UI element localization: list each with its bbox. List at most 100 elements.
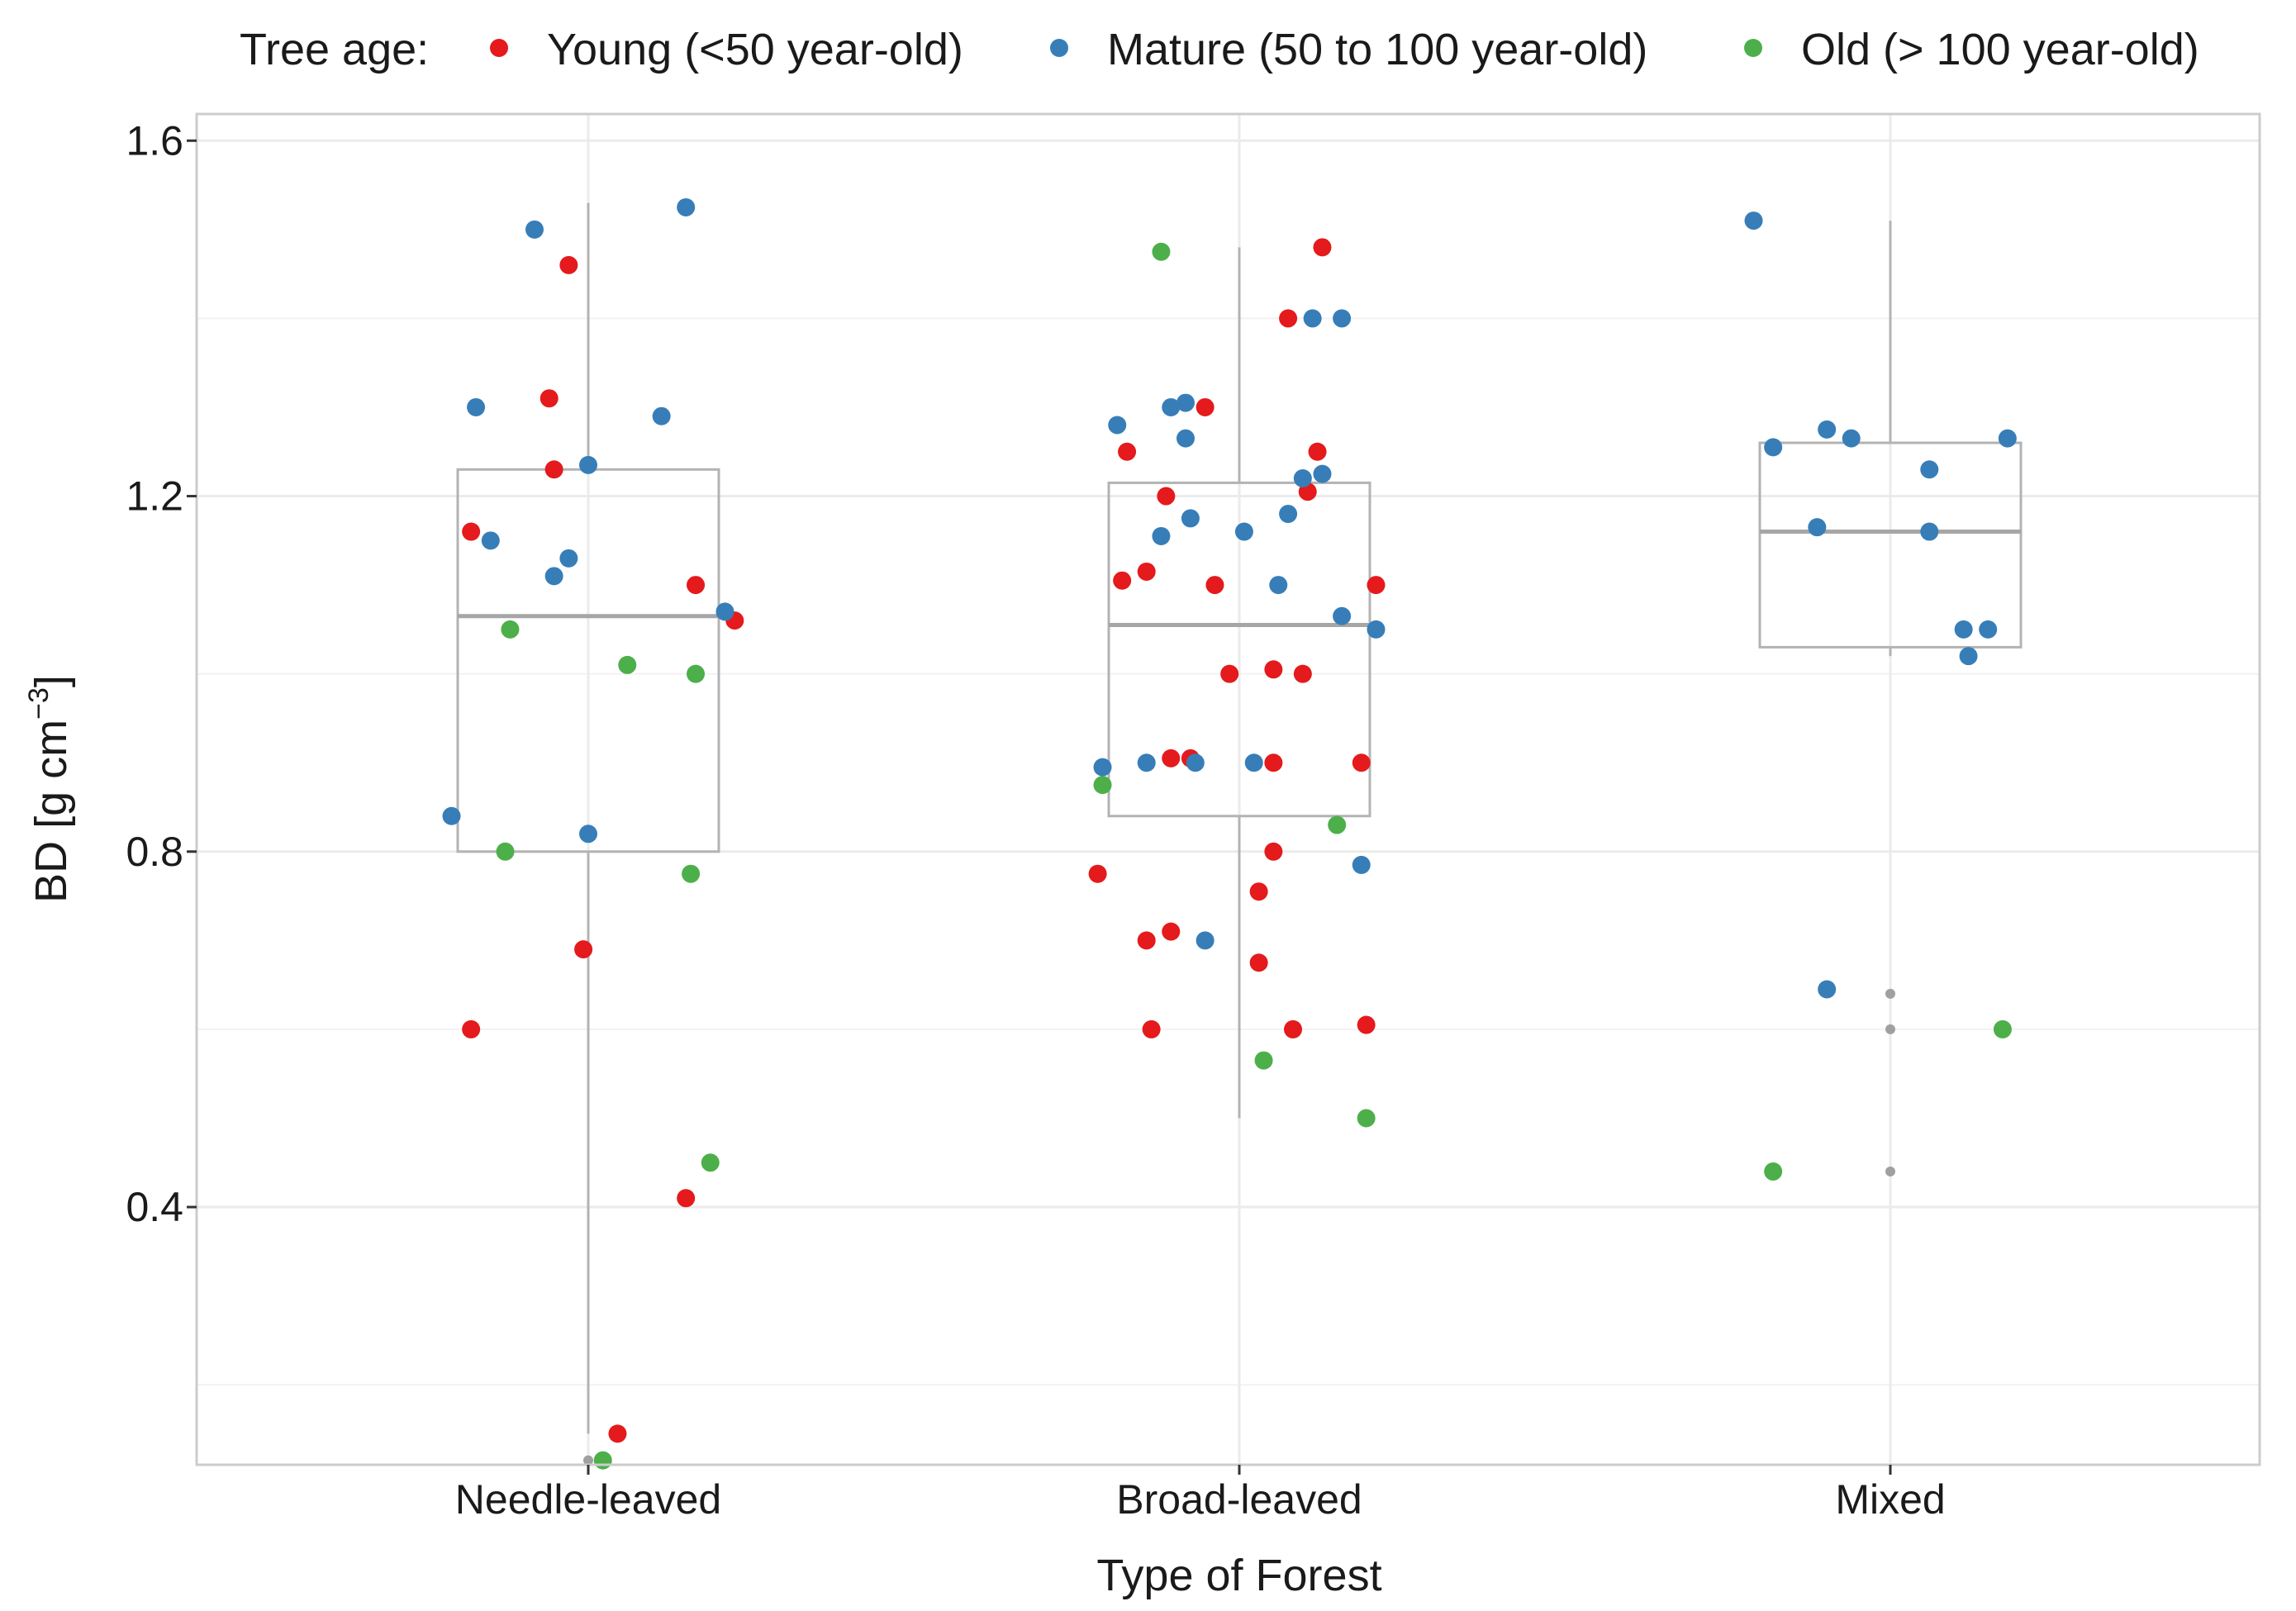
point-mature xyxy=(1744,211,1763,230)
x-axis-ticks: Needle-leaved Broad-leaved Mixed xyxy=(455,1465,1946,1523)
point-mature xyxy=(715,602,734,621)
point-mature xyxy=(1764,438,1783,457)
point-old xyxy=(496,842,515,861)
point-mature xyxy=(1162,397,1181,416)
point-old xyxy=(618,655,637,674)
point-young xyxy=(462,522,481,541)
point-young xyxy=(1137,562,1156,581)
point-mature xyxy=(1244,753,1263,772)
point-mature xyxy=(1333,309,1352,328)
point-mature xyxy=(1313,464,1332,483)
panel-border xyxy=(195,112,2261,1466)
point-mature xyxy=(579,825,597,844)
point-young xyxy=(1357,1015,1376,1034)
point-mature xyxy=(1352,855,1371,874)
point-young xyxy=(1205,576,1224,595)
point-young xyxy=(1196,397,1215,416)
y-tick-label: 1.6 xyxy=(126,117,183,164)
legend-title: Tree age: xyxy=(240,25,429,74)
box-outlier xyxy=(583,1455,593,1466)
point-young xyxy=(677,1189,696,1208)
point-old xyxy=(701,1153,720,1172)
point-young xyxy=(1352,753,1371,772)
y-axis-title: BD [g cm−3] xyxy=(23,675,76,903)
legend-item-old: Old (> 100 year-old) xyxy=(1744,25,2199,74)
point-young xyxy=(1157,487,1176,506)
point-mature xyxy=(1234,522,1253,541)
point-mature xyxy=(1152,526,1171,545)
point-old xyxy=(501,620,520,639)
y-axis-title-main: BD [g cm xyxy=(26,720,76,903)
data-points xyxy=(442,197,2017,1470)
box-outlier xyxy=(1885,1167,1895,1177)
point-old xyxy=(1328,815,1347,834)
point-young xyxy=(1264,753,1283,772)
point-mature xyxy=(652,406,671,425)
legend-label-mature: Mature (50 to 100 year-old) xyxy=(1107,25,1647,74)
point-mature xyxy=(1920,522,1939,541)
point-mature xyxy=(1979,620,1998,639)
point-mature xyxy=(1818,980,1837,999)
point-mature xyxy=(1279,505,1298,524)
point-mature xyxy=(467,397,486,416)
legend: Tree age: Young (<50 year-old) Mature (50… xyxy=(240,25,2199,74)
plot-panel xyxy=(195,112,2261,1470)
point-mature xyxy=(1137,753,1156,772)
point-mature xyxy=(1818,420,1837,439)
point-mature xyxy=(1293,469,1312,488)
point-young xyxy=(608,1424,627,1443)
panel-background xyxy=(197,114,2260,1465)
point-young xyxy=(1118,442,1137,461)
point-young xyxy=(1308,442,1327,461)
point-mature xyxy=(677,197,696,216)
point-mature xyxy=(1181,509,1200,528)
point-mature xyxy=(579,455,597,474)
legend-items: Young (<50 year-old) Mature (50 to 100 ye… xyxy=(490,25,2199,74)
point-mature xyxy=(481,531,500,550)
point-old xyxy=(682,864,701,883)
point-mature xyxy=(525,220,544,239)
box-outlier xyxy=(1885,1024,1895,1034)
point-mature xyxy=(1998,429,2017,448)
point-young xyxy=(462,1019,481,1038)
x-tick-label: Broad-leaved xyxy=(1116,1476,1362,1523)
point-old xyxy=(593,1451,612,1470)
point-mature xyxy=(1333,606,1352,625)
point-young xyxy=(1142,1019,1161,1038)
point-young xyxy=(1220,664,1239,683)
point-young xyxy=(559,255,578,274)
box-iqr xyxy=(1107,481,1371,818)
x-tick-label: Needle-leaved xyxy=(455,1476,721,1523)
point-young xyxy=(1088,864,1107,883)
legend-key-old xyxy=(1744,39,1762,57)
point-old xyxy=(1152,242,1171,261)
point-mature xyxy=(1920,460,1939,479)
y-tick-label: 1.2 xyxy=(126,473,183,520)
point-young xyxy=(1137,931,1156,950)
point-old xyxy=(1254,1051,1273,1070)
point-mature xyxy=(1808,518,1827,537)
point-young xyxy=(687,576,706,595)
point-mature xyxy=(1367,620,1386,639)
x-tick-label: Mixed xyxy=(1835,1476,1945,1523)
point-young xyxy=(1313,238,1332,257)
y-axis-title-superscript: −3 xyxy=(23,687,55,720)
point-mature xyxy=(1842,429,1861,448)
y-tick-label: 0.4 xyxy=(126,1184,183,1230)
point-old xyxy=(687,664,706,683)
box-iqr xyxy=(1758,441,2023,649)
point-young xyxy=(544,460,563,479)
point-old xyxy=(1993,1019,2012,1038)
point-mature xyxy=(442,806,461,825)
legend-key-young xyxy=(490,39,508,57)
point-mature xyxy=(544,567,563,586)
point-mature xyxy=(1954,620,1973,639)
point-young xyxy=(1264,842,1283,861)
legend-item-young: Young (<50 year-old) xyxy=(490,25,963,74)
point-young xyxy=(1293,664,1312,683)
y-tick-label: 0.8 xyxy=(126,829,183,875)
point-mature xyxy=(1093,758,1112,777)
point-young xyxy=(1279,309,1298,328)
point-young xyxy=(1249,953,1268,972)
